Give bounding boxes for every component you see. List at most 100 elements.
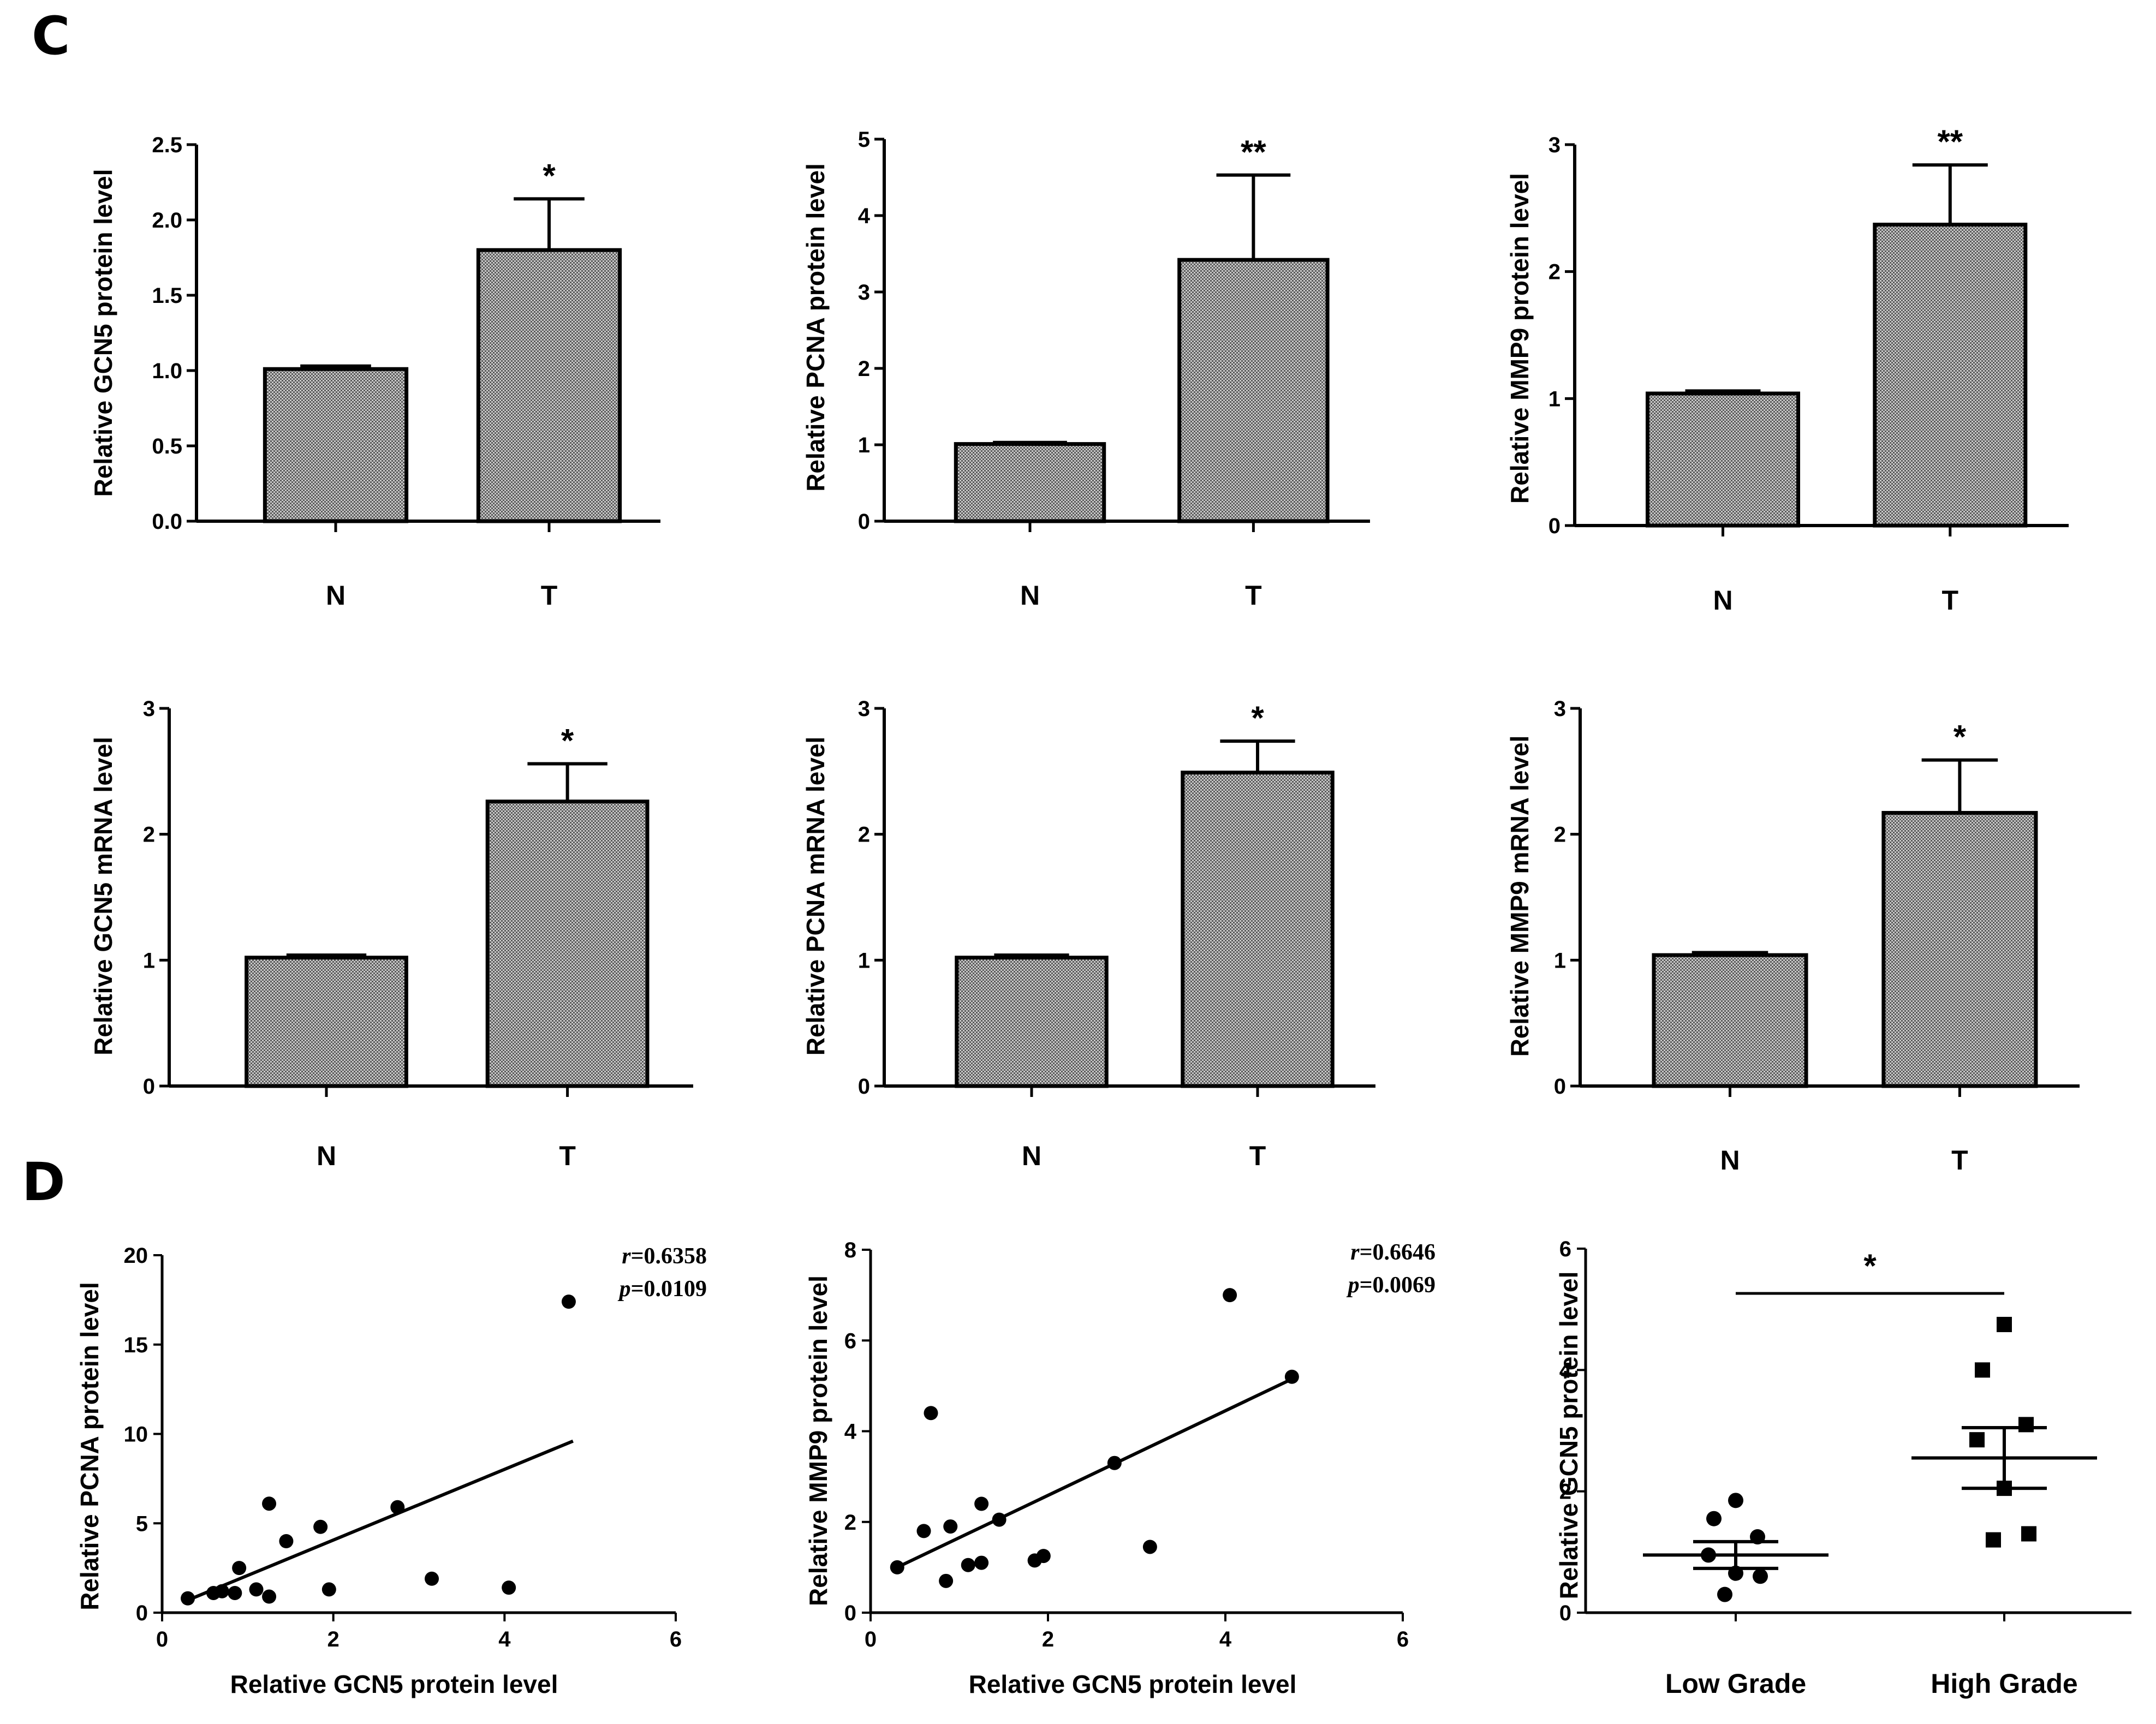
x-tick-label: 4 — [1219, 1627, 1232, 1651]
bar-N — [263, 367, 409, 523]
regression-line — [187, 1439, 574, 1602]
r-annotation: r=0.6358 — [622, 1244, 707, 1269]
y-tick-label: 15 — [124, 1333, 148, 1357]
y-tick-label: 3 — [858, 697, 870, 721]
category-label: High Grade — [1931, 1668, 2077, 1699]
y-tick-label: 6 — [1559, 1237, 1571, 1261]
y-tick-label: 5 — [858, 128, 870, 152]
category-label: Low Grade — [1665, 1668, 1806, 1699]
data-point — [321, 1582, 336, 1597]
bar-chart-2: 0 1 2 3 N T ** Relative MMP9 protein level — [1505, 123, 2069, 616]
bar-chart-3: 0 1 2 3 N T * Relative GCN5 mRNA level — [89, 697, 693, 1171]
y-tick-label: 2 — [844, 1511, 856, 1535]
data-point-square — [2018, 1417, 2034, 1433]
dot-plot-8: 0 2 4 6 Low Grade High Grade * Relative GCN5 pr… — [1555, 1237, 2131, 1699]
significance-marker: * — [1863, 1248, 1877, 1284]
data-point — [943, 1519, 958, 1534]
y-tick-label: 2 — [1559, 1480, 1571, 1504]
data-point-circle — [1728, 1493, 1743, 1508]
bar-T — [1873, 223, 2028, 528]
bar-T — [485, 800, 650, 1088]
data-point — [561, 1295, 576, 1309]
category-label: T — [1245, 580, 1262, 611]
y-tick-label: 1 — [1554, 949, 1566, 973]
y-tick-label: 0.5 — [152, 434, 182, 458]
category-label: N — [317, 1141, 336, 1171]
category-label: T — [1942, 585, 1959, 616]
data-point — [974, 1496, 989, 1511]
data-point — [1036, 1549, 1051, 1564]
x-axis-title: Relative GCN5 protein level — [230, 1670, 558, 1698]
y-tick-label: 0 — [136, 1601, 148, 1625]
data-point — [249, 1582, 264, 1597]
bar-chart-5: 0 1 2 3 N T * Relative MMP9 mRNA level — [1505, 697, 2080, 1176]
y-tick-label: 0 — [858, 1075, 870, 1099]
bar-chart-1: 0 1 2 3 4 5 N T ** Relative PCNA protein level — [801, 128, 1370, 611]
bar-T — [1881, 810, 2038, 1088]
y-tick-label: 2 — [1548, 260, 1561, 284]
category-label: T — [1951, 1145, 1968, 1176]
data-point — [313, 1519, 328, 1534]
data-point-square — [1997, 1316, 2012, 1332]
data-point — [890, 1560, 904, 1574]
x-tick-label: 6 — [1397, 1627, 1409, 1651]
panel-label-c: C — [32, 5, 70, 67]
y-tick-label: 0 — [1554, 1075, 1566, 1099]
category-label: N — [326, 580, 346, 611]
y-tick-label: 1.0 — [152, 359, 182, 383]
data-point — [1223, 1288, 1237, 1303]
y-tick-label: 2.0 — [152, 208, 182, 232]
y-axis-title: Relative PCNA protein level — [801, 163, 830, 492]
y-tick-label: 2 — [1554, 823, 1566, 847]
y-tick-label: 6 — [844, 1329, 856, 1353]
y-tick-label: 3 — [858, 281, 870, 305]
data-point-square — [1986, 1532, 2001, 1548]
y-tick-label: 0 — [844, 1601, 856, 1625]
y-tick-label: 2 — [143, 823, 155, 847]
y-tick-label: 2.5 — [152, 133, 182, 157]
data-point — [1107, 1455, 1122, 1470]
y-tick-label: 4 — [858, 204, 871, 228]
y-axis-title: Relative PCNA protein level — [75, 1282, 104, 1610]
data-point — [974, 1555, 989, 1570]
category-label: T — [1249, 1141, 1266, 1171]
scatter-chart-7: 0 2 4 6 8 0 2 4 6 Relative GCN5 protein level Rela… — [804, 1238, 1436, 1698]
data-point-square — [2021, 1526, 2036, 1542]
scatter-chart-6: 0 5 10 15 20 0 2 4 6 Relative GCN5 protein level R… — [75, 1244, 707, 1698]
x-tick-label: 6 — [670, 1627, 682, 1651]
data-point-square — [1969, 1432, 1985, 1448]
x-axis-title: Relative GCN5 protein level — [969, 1670, 1297, 1698]
data-point-circle — [1753, 1568, 1768, 1584]
data-point — [1142, 1540, 1157, 1554]
data-point — [228, 1585, 242, 1600]
data-point — [262, 1496, 277, 1511]
y-tick-label: 0 — [1548, 514, 1561, 538]
data-point — [924, 1406, 938, 1421]
category-label: T — [541, 580, 558, 611]
data-point — [425, 1571, 439, 1586]
data-point — [215, 1584, 229, 1598]
significance-marker: ** — [1241, 134, 1266, 170]
y-tick-label: 0 — [143, 1075, 155, 1099]
category-label: N — [1720, 1145, 1740, 1176]
x-tick-label: 0 — [156, 1627, 168, 1651]
bar-chart-0: 0.0 0.5 1.0 1.5 2.0 2.5 N T * Relative GCN5 prote… — [89, 133, 660, 611]
y-tick-label: 1 — [1548, 387, 1561, 411]
data-point — [232, 1561, 247, 1576]
data-point — [916, 1524, 931, 1538]
y-tick-label: 1.5 — [152, 284, 182, 308]
y-tick-label: 10 — [124, 1423, 148, 1447]
y-tick-label: 0 — [858, 510, 870, 534]
bar-N — [954, 442, 1106, 523]
x-tick-label: 2 — [327, 1627, 340, 1651]
regression-line — [896, 1377, 1293, 1569]
bar-chart-4: 0 1 2 3 N T * Relative PCNA mRNA level — [801, 697, 1375, 1171]
y-tick-label: 0.0 — [152, 510, 182, 534]
y-tick-label: 3 — [1548, 133, 1561, 157]
x-tick-label: 4 — [498, 1627, 511, 1651]
y-axis-title: Relative GCN5 mRNA level — [89, 737, 117, 1055]
y-axis-title: Relative MMP9 protein level — [1505, 173, 1534, 504]
bar-T — [1181, 771, 1335, 1088]
bar-N — [955, 956, 1109, 1088]
